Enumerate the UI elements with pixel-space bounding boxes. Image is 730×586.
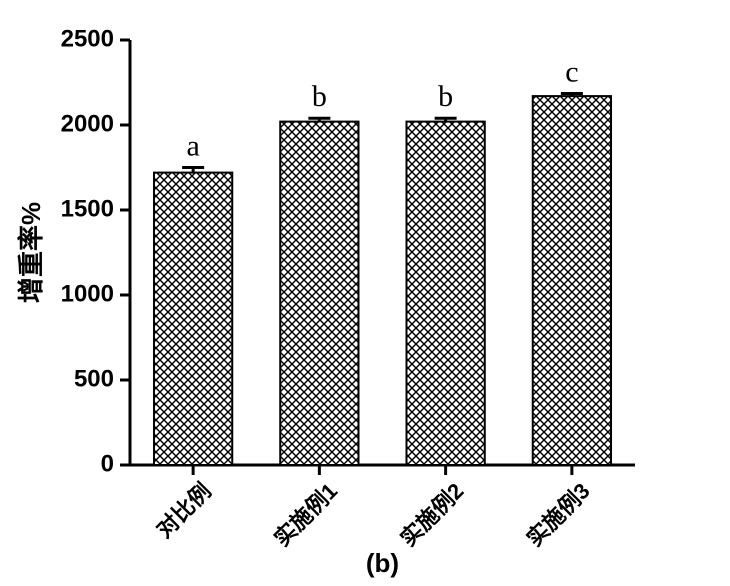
y-tick-label: 1500	[61, 195, 114, 222]
chart-svg: 0 500 1000 1500 2000 2500 增重率% a 对比例 b 实施例1 b 实施例2 c 实…	[0, 0, 730, 586]
y-tick-label: 2500	[61, 25, 114, 52]
x-tick-label: 实施例3	[522, 478, 595, 551]
significance-letter: a	[186, 130, 199, 163]
bar	[533, 96, 611, 465]
significance-letter: b	[312, 80, 327, 113]
bar	[154, 173, 232, 465]
y-axis-label: 增重率%	[16, 202, 46, 303]
y-tick-label: 0	[101, 450, 114, 477]
x-tick-label: 对比例	[152, 478, 216, 542]
bar	[280, 122, 358, 465]
y-tick-label: 2000	[61, 110, 114, 137]
x-tick-label: 实施例1	[269, 478, 342, 551]
significance-letter: b	[438, 80, 453, 113]
x-tick-label: 实施例2	[395, 478, 468, 551]
y-tick-label: 1000	[61, 280, 114, 307]
y-tick-label: 500	[74, 365, 114, 392]
bar-chart: 0 500 1000 1500 2000 2500 增重率% a 对比例 b 实施例1 b 实施例2 c 实…	[0, 0, 730, 586]
significance-letter: c	[565, 56, 578, 89]
figure-caption: (b)	[366, 548, 399, 578]
bar	[406, 122, 484, 465]
